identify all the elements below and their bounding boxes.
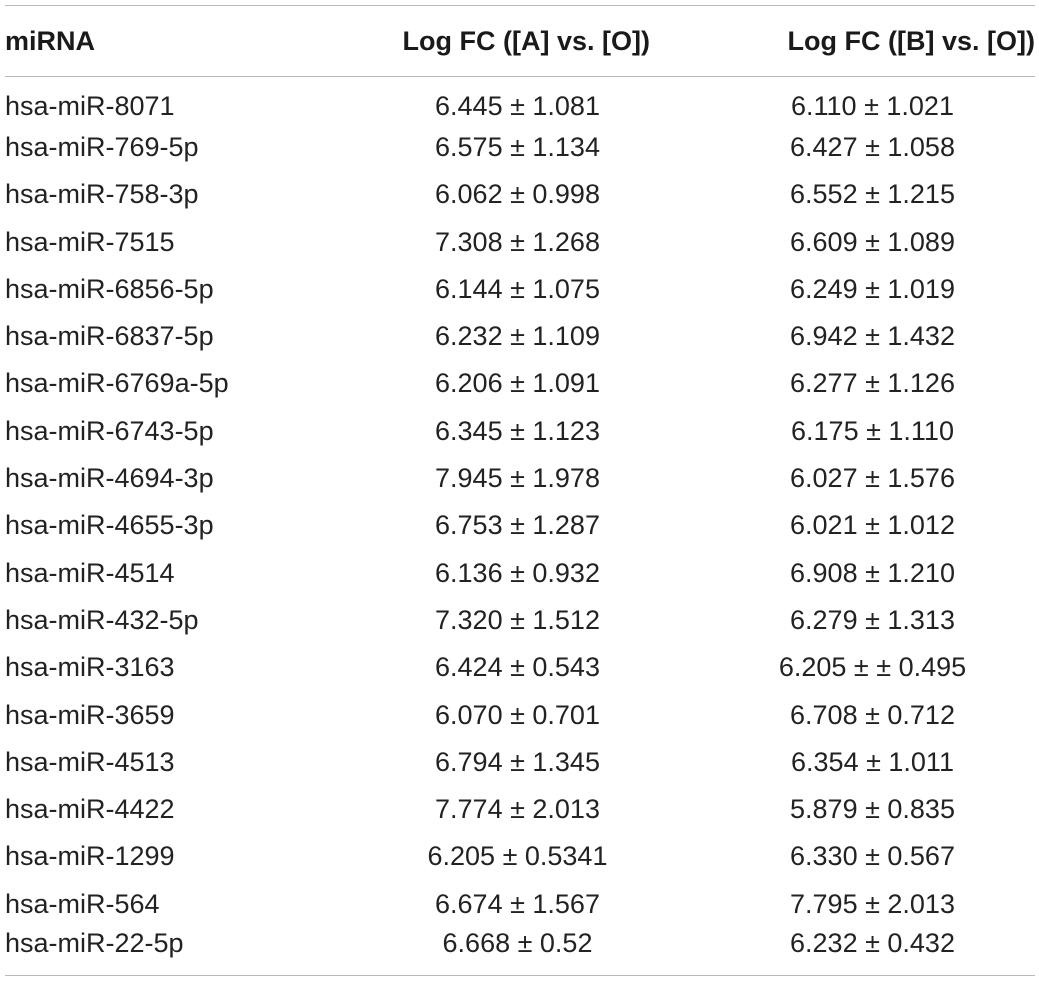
cell-mirna-name: hsa-miR-432-5p	[5, 604, 199, 635]
table-header: miRNA Log FC ([A] vs. [O]) Log FC ([B] v…	[5, 5, 1035, 77]
table-row: hsa-miR-4694-3p 7.945 ± 1.978 6.027 ± 1.57…	[5, 455, 1035, 502]
table-row: hsa-miR-4514 6.136 ± 0.932 6.908 ± 1.210	[5, 549, 1035, 596]
cell-logfc-a: 7.308 ± 1.268	[435, 226, 600, 257]
cell-mirna-name: hsa-miR-4655-3p	[5, 510, 214, 541]
cell-logfc-b: 6.708 ± 0.712	[790, 699, 955, 730]
table-row: hsa-miR-8071 6.445 ± 1.081 6.110 ± 1.021	[5, 77, 1035, 124]
table-row: hsa-miR-22-5p 6.668 ± 0.52 6.232 ± 0.432	[5, 927, 1035, 976]
cell-mirna-name: hsa-miR-4513	[5, 746, 175, 777]
table-row: hsa-miR-4513 6.794 ± 1.345 6.354 ± 1.011	[5, 739, 1035, 786]
cell-logfc-a: 7.774 ± 2.013	[435, 794, 600, 825]
cell-mirna-name: hsa-miR-6769a-5p	[5, 368, 229, 399]
cell-logfc-b: 6.027 ± 1.576	[790, 463, 955, 494]
cell-logfc-b: 6.110 ± 1.021	[791, 90, 954, 121]
table-row: hsa-miR-3659 6.070 ± 0.701 6.708 ± 0.712	[5, 691, 1035, 738]
cell-logfc-a: 7.945 ± 1.978	[435, 463, 600, 494]
cell-logfc-b: 7.795 ± 2.013	[790, 888, 955, 919]
table-body: hsa-miR-8071 6.445 ± 1.081 6.110 ± 1.021 hs…	[5, 77, 1035, 976]
cell-logfc-a: 6.206 ± 1.091	[435, 368, 600, 399]
cell-logfc-a: 6.575 ± 1.134	[435, 131, 600, 162]
cell-logfc-b: 6.330 ± 0.567	[790, 841, 955, 872]
cell-logfc-a: 6.424 ± 0.543	[435, 652, 600, 683]
table-row: hsa-miR-1299 6.205 ± 0.5341 6.330 ± 0.567	[5, 833, 1035, 880]
cell-mirna-name: hsa-miR-7515	[5, 226, 175, 257]
cell-mirna-name: hsa-miR-4694-3p	[5, 463, 214, 494]
header-mirna: miRNA	[5, 5, 335, 77]
cell-logfc-b: 6.942 ± 1.432	[790, 321, 955, 352]
table-row: hsa-miR-758-3p 6.062 ± 0.998 6.552 ± 1.215	[5, 171, 1035, 218]
cell-logfc-a: 6.205 ± 0.5341	[427, 841, 608, 872]
cell-logfc-a: 7.320 ± 1.512	[435, 604, 600, 635]
cell-mirna-name: hsa-miR-3163	[5, 652, 175, 683]
cell-logfc-a: 6.345 ± 1.123	[435, 415, 600, 446]
table-row: hsa-miR-4422 7.774 ± 2.013 5.879 ± 0.835	[5, 786, 1035, 833]
cell-logfc-a: 6.144 ± 1.075	[435, 273, 600, 304]
table-row: hsa-miR-432-5p 7.320 ± 1.512 6.279 ± 1.313	[5, 597, 1035, 644]
cell-logfc-b: 5.879 ± 0.835	[790, 794, 955, 825]
cell-logfc-a: 6.062 ± 0.998	[435, 179, 600, 210]
cell-logfc-b: 6.232 ± 0.432	[690, 927, 1035, 976]
cell-mirna-name: hsa-miR-758-3p	[5, 179, 199, 210]
mirna-logfc-table: miRNA Log FC ([A] vs. [O]) Log FC ([B] v…	[5, 5, 1035, 976]
header-logfc-a-vs-o: Log FC ([A] vs. [O])	[335, 5, 690, 77]
cell-logfc-a: 6.070 ± 0.701	[435, 699, 600, 730]
table-row: hsa-miR-6856-5p 6.144 ± 1.075 6.249 ± 1.01…	[5, 266, 1035, 313]
table-row: hsa-miR-769-5p 6.575 ± 1.134 6.427 ± 1.058	[5, 124, 1035, 171]
cell-logfc-a: 6.753 ± 1.287	[435, 510, 600, 541]
cell-mirna-name: hsa-miR-564	[5, 888, 160, 919]
table-row: hsa-miR-4655-3p 6.753 ± 1.287 6.021 ± 1.01…	[5, 502, 1035, 549]
table-row: hsa-miR-7515 7.308 ± 1.268 6.609 ± 1.089	[5, 218, 1035, 265]
cell-mirna-name: hsa-miR-22-5p	[5, 927, 335, 976]
cell-logfc-a: 6.794 ± 1.345	[435, 746, 600, 777]
table-row: hsa-miR-6837-5p 6.232 ± 1.109 6.942 ± 1.43…	[5, 313, 1035, 360]
cell-logfc-b: 6.021 ± 1.012	[790, 510, 955, 541]
cell-logfc-b: 6.277 ± 1.126	[790, 368, 955, 399]
cell-logfc-b: 6.427 ± 1.058	[790, 131, 955, 162]
table-row: hsa-miR-6743-5p 6.345 ± 1.123 6.175 ± 1.11…	[5, 408, 1035, 455]
cell-logfc-a: 6.668 ± 0.52	[335, 927, 690, 976]
cell-logfc-a: 6.445 ± 1.081	[435, 90, 600, 121]
table-row: hsa-miR-6769a-5p 6.206 ± 1.091 6.277 ± 1.1…	[5, 360, 1035, 407]
cell-logfc-b: 6.279 ± 1.313	[790, 604, 955, 635]
header-logfc-b-vs-o: Log FC ([B] vs. [O])	[690, 5, 1035, 77]
cell-mirna-name: hsa-miR-4514	[5, 557, 175, 588]
cell-mirna-name: hsa-miR-6856-5p	[5, 273, 214, 304]
cell-logfc-b: 6.249 ± 1.019	[790, 273, 955, 304]
cell-mirna-name: hsa-miR-6837-5p	[5, 321, 214, 352]
cell-logfc-b: 6.609 ± 1.089	[790, 226, 955, 257]
cell-logfc-a: 6.674 ± 1.567	[435, 888, 600, 919]
header-row: miRNA Log FC ([A] vs. [O]) Log FC ([B] v…	[5, 5, 1035, 77]
cell-logfc-a: 6.136 ± 0.932	[435, 557, 600, 588]
cell-logfc-b: 6.205 ± ± 0.495	[778, 652, 967, 683]
cell-mirna-name: hsa-miR-3659	[5, 699, 175, 730]
table-row: hsa-miR-3163 6.424 ± 0.543 6.205 ± ± 0.495	[5, 644, 1035, 691]
cell-logfc-a: 6.232 ± 1.109	[435, 321, 600, 352]
cell-mirna-name: hsa-miR-6743-5p	[5, 415, 214, 446]
table-row: hsa-miR-564 6.674 ± 1.567 7.795 ± 2.013	[5, 881, 1035, 928]
cell-logfc-b: 6.175 ± 1.110	[791, 415, 954, 446]
cell-mirna-name: hsa-miR-1299	[5, 841, 175, 872]
cell-logfc-b: 6.908 ± 1.210	[790, 557, 955, 588]
cell-mirna-name: hsa-miR-8071	[5, 90, 175, 121]
cell-logfc-b: 6.354 ± 1.011	[791, 746, 954, 777]
cell-mirna-name: hsa-miR-4422	[5, 794, 175, 825]
cell-mirna-name: hsa-miR-769-5p	[5, 131, 199, 162]
cell-logfc-b: 6.552 ± 1.215	[790, 179, 955, 210]
